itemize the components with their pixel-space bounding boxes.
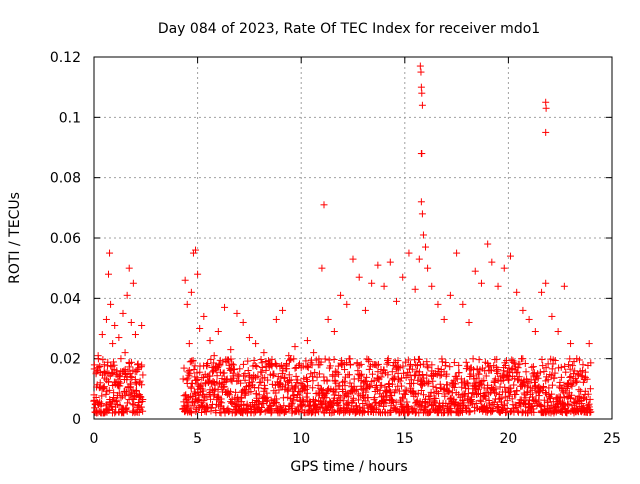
y-tick-label: 0.08 bbox=[50, 171, 81, 187]
data-point bbox=[347, 355, 354, 362]
data-point bbox=[523, 368, 530, 375]
data-point bbox=[510, 382, 517, 389]
data-point bbox=[124, 399, 131, 406]
data-point bbox=[384, 357, 391, 364]
data-point bbox=[390, 375, 397, 382]
data-point bbox=[463, 359, 470, 366]
y-tick-label: 0.1 bbox=[59, 110, 81, 126]
data-point bbox=[326, 357, 333, 364]
data-point bbox=[470, 355, 477, 362]
data-point bbox=[259, 359, 266, 366]
data-point bbox=[385, 355, 392, 362]
data-point bbox=[139, 371, 146, 378]
data-point bbox=[383, 361, 390, 368]
x-axis-label: GPS time / hours bbox=[290, 459, 407, 475]
chart-title: Day 084 of 2023, Rate Of TEC Index for r… bbox=[158, 21, 540, 37]
data-point bbox=[98, 392, 105, 399]
data-point bbox=[293, 373, 300, 380]
x-tick-label: 15 bbox=[396, 431, 414, 447]
x-tick-label: 20 bbox=[499, 431, 517, 447]
data-point bbox=[211, 388, 218, 395]
y-tick-label: 0 bbox=[72, 412, 81, 428]
data-point bbox=[322, 356, 329, 363]
data-point bbox=[245, 367, 252, 374]
data-point bbox=[180, 375, 187, 382]
data-point bbox=[437, 381, 444, 388]
data-point bbox=[251, 357, 258, 364]
data-point bbox=[253, 363, 260, 370]
x-tick-label: 5 bbox=[193, 431, 202, 447]
y-tick-label: 0.02 bbox=[50, 352, 81, 368]
data-point bbox=[476, 356, 483, 363]
data-point bbox=[236, 365, 243, 372]
data-point bbox=[493, 356, 500, 363]
data-point bbox=[135, 402, 142, 409]
data-point bbox=[304, 390, 311, 397]
data-point bbox=[354, 367, 361, 374]
data-point bbox=[100, 384, 107, 391]
x-tick-label: 10 bbox=[292, 431, 310, 447]
y-tick-label: 0.12 bbox=[50, 50, 81, 66]
y-tick-label: 0.04 bbox=[50, 291, 81, 307]
data-point bbox=[473, 400, 480, 407]
data-point bbox=[304, 363, 311, 370]
data-point bbox=[366, 366, 373, 373]
data-point bbox=[280, 394, 287, 401]
data-point bbox=[378, 382, 385, 389]
x-tick-label: 25 bbox=[603, 431, 621, 447]
data-point bbox=[446, 363, 453, 370]
y-axis-label: ROTI / TECUs bbox=[7, 192, 23, 284]
data-point bbox=[331, 356, 338, 363]
data-point bbox=[240, 361, 247, 368]
data-points bbox=[90, 63, 594, 417]
data-point bbox=[341, 378, 348, 385]
data-point bbox=[416, 356, 423, 363]
data-point bbox=[347, 361, 354, 368]
data-point bbox=[129, 400, 136, 407]
data-point bbox=[290, 355, 297, 362]
y-tick-label: 0.06 bbox=[50, 231, 81, 247]
data-point bbox=[310, 377, 317, 384]
x-tick-label: 0 bbox=[90, 431, 99, 447]
data-point bbox=[188, 383, 195, 390]
